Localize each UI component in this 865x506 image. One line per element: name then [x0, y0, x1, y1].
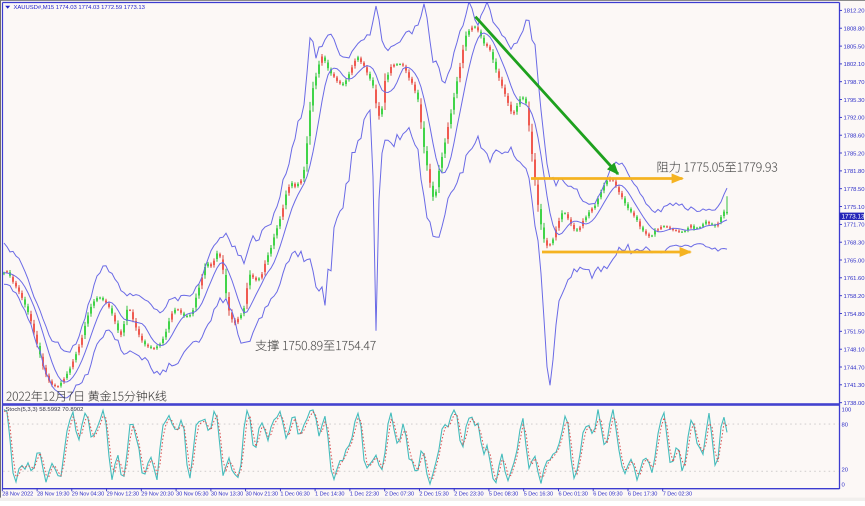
svg-text:6 Dec 01:30: 6 Dec 01:30	[559, 492, 588, 498]
svg-text:100: 100	[842, 407, 852, 413]
svg-text:1751.50: 1751.50	[844, 330, 865, 336]
svg-text:29 Nov 12:30: 29 Nov 12:30	[107, 492, 139, 498]
svg-text:1761.60: 1761.60	[844, 276, 865, 282]
svg-text:1754.80: 1754.80	[844, 312, 865, 318]
svg-text:1781.80: 1781.80	[844, 169, 865, 175]
svg-text:Stoch(5,3,3) 58.5992 70.8902: Stoch(5,3,3) 58.5992 70.8902	[6, 407, 84, 413]
svg-text:2 Dec 15:30: 2 Dec 15:30	[419, 492, 448, 498]
svg-text:5 Dec 08:30: 5 Dec 08:30	[489, 492, 518, 498]
svg-text:1798.70: 1798.70	[844, 80, 865, 86]
svg-text:1741.30: 1741.30	[844, 383, 865, 389]
svg-text:20: 20	[842, 468, 849, 474]
svg-text:1744.70: 1744.70	[844, 365, 865, 371]
svg-text:1802.10: 1802.10	[844, 62, 865, 68]
svg-text:1773.13: 1773.13	[842, 214, 865, 221]
svg-text:30 Nov 13:30: 30 Nov 13:30	[211, 492, 243, 498]
svg-text:30 Nov 05:30: 30 Nov 05:30	[176, 492, 208, 498]
svg-text:1 Dec 14:30: 1 Dec 14:30	[315, 492, 344, 498]
svg-text:2 Dec 23:30: 2 Dec 23:30	[454, 492, 483, 498]
svg-text:30 Nov 21:30: 30 Nov 21:30	[246, 492, 278, 498]
svg-text:1768.30: 1768.30	[844, 241, 865, 247]
svg-text:XAUUSD#,M15 1774.03 1774.03 1: XAUUSD#,M15 1774.03 1774.03 1772.59 1773…	[14, 5, 146, 11]
svg-text:29 Nov 20:30: 29 Nov 20:30	[141, 492, 173, 498]
svg-text:2 Dec 07:30: 2 Dec 07:30	[385, 492, 414, 498]
svg-text:1748.10: 1748.10	[844, 348, 865, 354]
svg-text:1785.20: 1785.20	[844, 151, 865, 157]
svg-text:1792.00: 1792.00	[844, 116, 865, 122]
svg-text:7 Dec 02:30: 7 Dec 02:30	[663, 492, 692, 498]
svg-text:28 Nov 19:30: 28 Nov 19:30	[37, 492, 69, 498]
svg-text:1788.60: 1788.60	[844, 134, 865, 140]
svg-text:1765.00: 1765.00	[844, 258, 865, 264]
svg-text:1738.00: 1738.00	[844, 401, 865, 407]
svg-text:1812.20: 1812.20	[844, 9, 865, 15]
svg-text:5 Dec 16:30: 5 Dec 16:30	[524, 492, 553, 498]
svg-text:6 Dec 09:30: 6 Dec 09:30	[593, 492, 622, 498]
svg-text:1795.30: 1795.30	[844, 98, 865, 104]
svg-text:28 Nov 2022: 28 Nov 2022	[2, 492, 33, 498]
svg-text:1771.70: 1771.70	[844, 223, 865, 229]
svg-text:80: 80	[842, 422, 849, 428]
svg-text:1775.10: 1775.10	[844, 205, 865, 211]
svg-text:1808.80: 1808.80	[844, 27, 865, 33]
svg-text:1758.20: 1758.20	[844, 294, 865, 300]
svg-text:1 Dec 22:30: 1 Dec 22:30	[350, 492, 379, 498]
svg-text:1805.50: 1805.50	[844, 44, 865, 50]
svg-text:1778.50: 1778.50	[844, 187, 865, 193]
svg-text:1 Dec 06:30: 1 Dec 06:30	[280, 492, 309, 498]
svg-text:29 Nov 04:30: 29 Nov 04:30	[72, 492, 104, 498]
svg-text:6 Dec 17:30: 6 Dec 17:30	[628, 492, 657, 498]
